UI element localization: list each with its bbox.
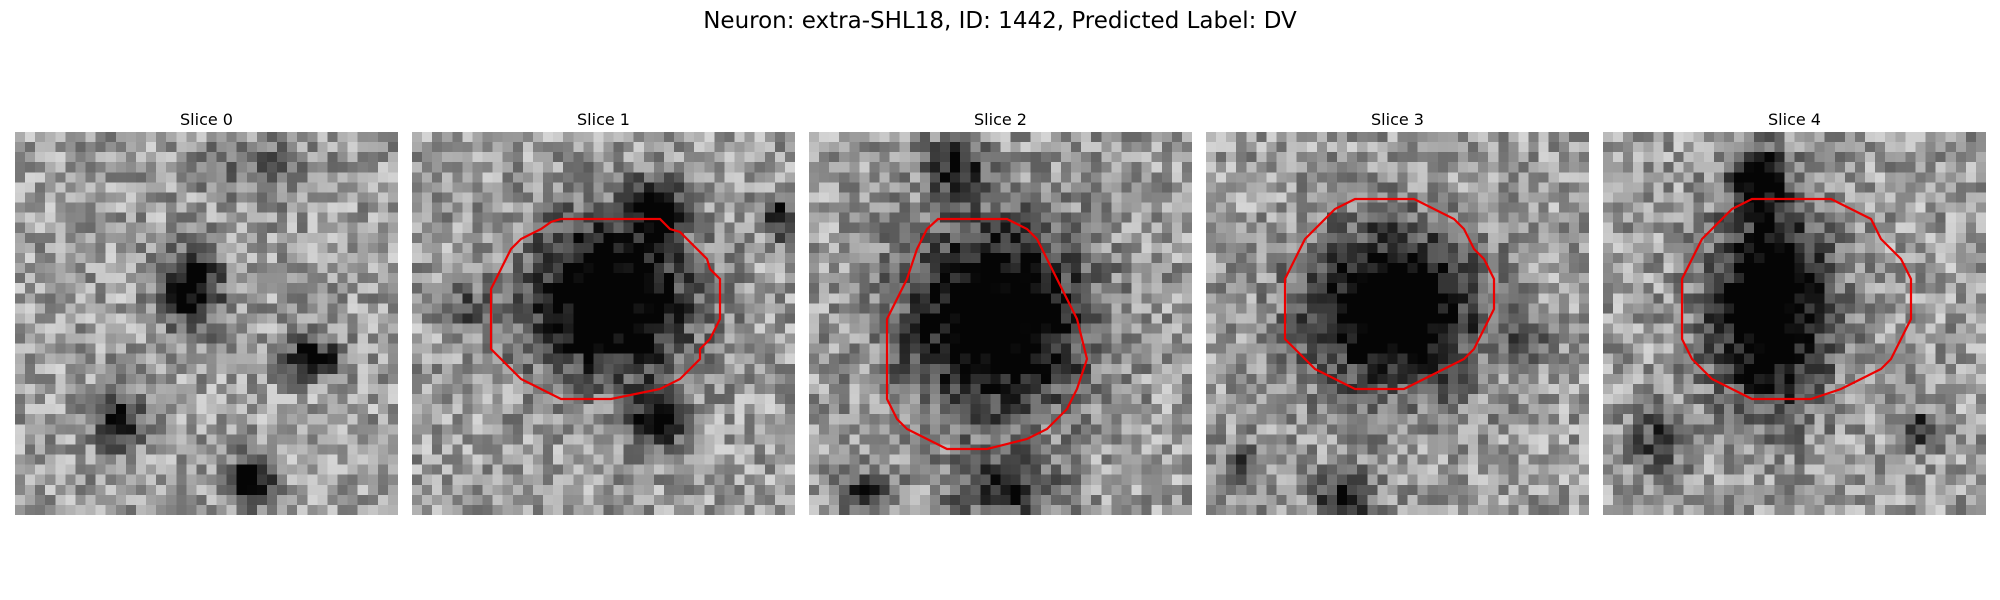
figure-title: Neuron: extra-SHL18, ID: 1442, Predicted…: [703, 8, 1297, 34]
slice-image-3: [1206, 132, 1589, 515]
slice-title: Slice 4: [1768, 110, 1821, 129]
slice-panel-0: Slice 0: [15, 108, 398, 515]
roi-outline-overlay: [1680, 197, 1913, 401]
slice-image-1: [412, 132, 795, 515]
slice-title: Slice 2: [974, 110, 1027, 129]
slice-panel-2: Slice 2: [809, 108, 1192, 515]
slice-title: Slice 0: [180, 110, 233, 129]
slice-panel-3: Slice 3: [1206, 108, 1589, 515]
slice-title: Slice 1: [577, 110, 630, 129]
roi-outline: [1283, 197, 1496, 391]
roi-outline-overlay: [489, 217, 722, 401]
grayscale-slice-image: [1603, 132, 1986, 515]
grayscale-slice-image: [1206, 132, 1589, 515]
grayscale-slice-image: [412, 132, 795, 515]
slice-image-2: [809, 132, 1192, 515]
grayscale-slice-image: [809, 132, 1192, 515]
slice-image-0: [15, 132, 398, 515]
roi-outline-overlay: [885, 217, 1089, 451]
roi-outline: [1680, 197, 1913, 401]
roi-outline: [489, 217, 722, 401]
slice-panel-1: Slice 1: [412, 108, 795, 515]
slice-title: Slice 3: [1371, 110, 1424, 129]
roi-outline: [885, 217, 1089, 451]
slice-panel-4: Slice 4: [1603, 108, 1986, 515]
grayscale-slice-image: [15, 132, 398, 515]
roi-outline-overlay: [1283, 197, 1496, 391]
slice-image-4: [1603, 132, 1986, 515]
